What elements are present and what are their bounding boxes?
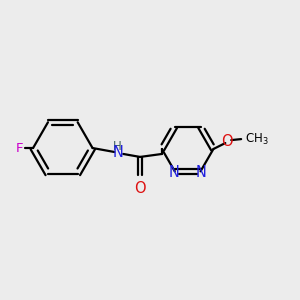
Text: F: F (16, 142, 23, 154)
Text: O: O (221, 134, 233, 148)
Text: N: N (168, 165, 179, 180)
Text: H: H (113, 140, 122, 152)
Text: O: O (134, 181, 146, 196)
Text: CH$_3$: CH$_3$ (245, 132, 269, 147)
Text: N: N (113, 146, 124, 160)
Text: N: N (196, 165, 207, 180)
